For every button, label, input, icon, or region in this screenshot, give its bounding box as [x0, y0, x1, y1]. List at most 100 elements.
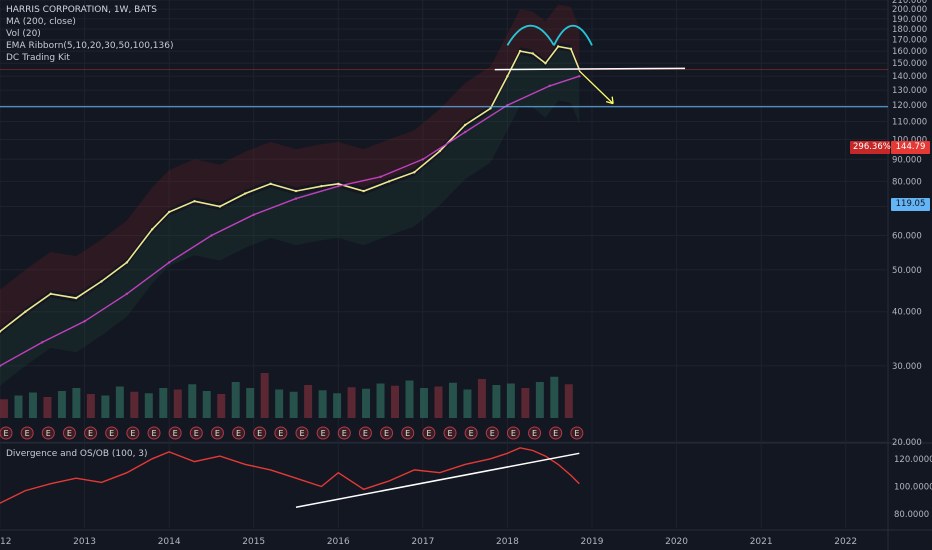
earnings-label: E: [194, 429, 199, 438]
earnings-marker: [147, 426, 161, 440]
volume-bar: [376, 383, 385, 418]
neckline: [494, 67, 686, 71]
earnings-label: E: [405, 429, 410, 438]
earnings-marker: [570, 426, 584, 440]
volume-bar: [0, 399, 8, 418]
oscillator-tick-label: 120.0000: [894, 455, 932, 465]
chart-legend: HARRIS CORPORATION, 1W, BATS MA (200, cl…: [6, 4, 173, 64]
oscillator-title[interactable]: Divergence and OS/OB (100, 3): [6, 449, 148, 459]
indicator-dc-kit[interactable]: DC Trading Kit: [6, 53, 70, 63]
earnings-label: E: [173, 429, 178, 438]
pattern-arc: [506, 25, 555, 46]
series-point: [506, 103, 509, 107]
volume-bar: [217, 394, 226, 418]
series-point: [569, 47, 573, 50]
volume-bar: [246, 388, 255, 418]
series-point: [151, 228, 154, 231]
x-tick-label: 2018: [496, 537, 519, 547]
series-point: [413, 171, 416, 174]
volume-bar: [434, 386, 443, 418]
y-tick-label: 210.000: [892, 0, 927, 6]
series-point: [320, 184, 323, 188]
oscillator-line: [0, 447, 580, 504]
earnings-marker: [210, 426, 224, 440]
series-point: [83, 320, 86, 323]
volume-bar: [318, 390, 327, 418]
last-price-tag: 144.79: [891, 141, 930, 154]
volume-bar: [275, 389, 284, 418]
series-point: [362, 189, 365, 193]
x-tick-label: 2022: [834, 537, 857, 547]
series-point: [0, 330, 2, 333]
oscillator-tick-label: 80.0000: [894, 510, 929, 520]
x-tick-label: 2017: [411, 537, 434, 547]
series-point: [379, 175, 382, 178]
indicator-vol[interactable]: Vol (20): [6, 29, 41, 39]
earnings-label: E: [532, 429, 537, 438]
volume-bar: [43, 397, 52, 418]
y-tick-label: 170.000: [892, 36, 927, 46]
series-point: [24, 310, 27, 313]
volume-bar: [420, 388, 428, 418]
indicator-ma[interactable]: MA (200, close): [6, 17, 76, 27]
x-tick-label: 2021: [750, 537, 773, 547]
price-line: [0, 45, 581, 333]
y-tick-label: 60.000: [892, 231, 922, 241]
earnings-label: E: [109, 429, 114, 438]
volume-bar: [101, 395, 110, 418]
upper-cloud: [0, 4, 580, 328]
volume-bar: [14, 395, 23, 418]
volume-bar: [289, 391, 298, 418]
indicator-ema-ribbon[interactable]: EMA Ribborn(5,10,20,30,50,100,136): [6, 41, 174, 51]
series-point: [489, 107, 492, 110]
volume-bar: [202, 391, 211, 418]
series-point: [167, 261, 171, 264]
volume-bar: [550, 376, 559, 418]
earnings-label: E: [490, 429, 495, 438]
volume-bar: [448, 382, 457, 418]
earnings-label: E: [384, 429, 389, 438]
divergence-trendline: [295, 452, 580, 508]
series-point: [556, 45, 560, 48]
volume-bar: [57, 391, 66, 418]
volume-bar: [362, 388, 371, 418]
volume-bar: [506, 383, 515, 418]
earnings-marker: [506, 426, 520, 440]
volume-bar: [391, 385, 400, 418]
earnings-marker: [485, 426, 499, 440]
volume-bar: [173, 389, 182, 418]
earnings-marker: [358, 426, 372, 440]
series-point: [125, 292, 129, 295]
y-tick-label: 140.000: [892, 72, 927, 82]
series-point: [41, 341, 44, 344]
earnings-marker: [528, 426, 542, 440]
series-point: [421, 158, 425, 161]
series-point: [387, 180, 391, 183]
volume-bar: [333, 393, 342, 418]
earnings-label: E: [25, 429, 30, 438]
x-tick-label: 2020: [665, 537, 688, 547]
chart-title[interactable]: HARRIS CORPORATION, 1W, BATS: [6, 5, 158, 15]
y-tick-label: 160.000: [892, 47, 927, 57]
volume-bar: [405, 380, 414, 418]
earnings-marker: [0, 426, 13, 440]
earnings-marker: [274, 426, 288, 440]
earnings-label: E: [553, 429, 558, 438]
series-point: [125, 261, 129, 264]
earnings-marker: [422, 426, 436, 440]
x-tick-label: 2019: [581, 537, 604, 547]
y-tick-label: 30.000: [892, 362, 922, 372]
earnings-label: E: [447, 429, 452, 438]
series-point: [463, 130, 467, 134]
earnings-label: E: [215, 429, 220, 438]
earnings-marker: [84, 426, 98, 440]
series-point: [210, 234, 213, 237]
earnings-label: E: [469, 429, 474, 438]
volume-bar: [535, 382, 544, 418]
volume-bar: [304, 385, 313, 418]
series-point: [463, 123, 467, 127]
series-point: [294, 189, 298, 193]
x-tick-label: 2016: [327, 537, 350, 547]
volume-bar: [72, 388, 81, 418]
